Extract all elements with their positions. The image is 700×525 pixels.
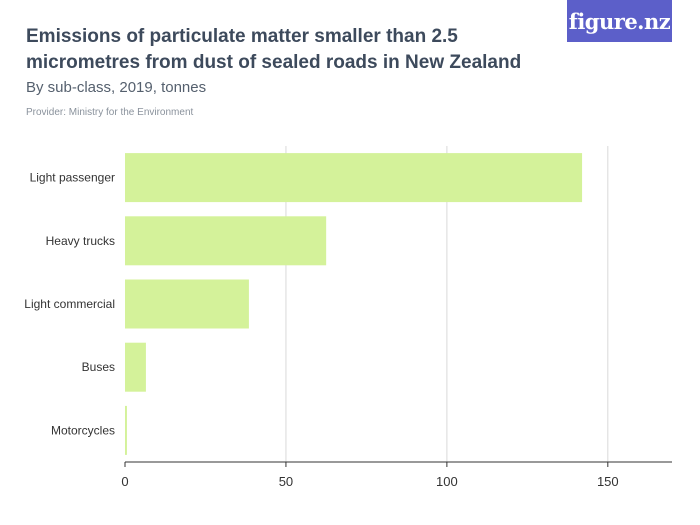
x-tick-label: 50: [279, 474, 293, 489]
bar-light-commercial: [125, 279, 249, 329]
x-tick-label: 0: [121, 474, 128, 489]
figure-nz-logo[interactable]: figure.nz: [567, 0, 672, 42]
bar-light-passenger: [125, 153, 583, 203]
category-label: Light passenger: [30, 171, 115, 185]
category-label: Light commercial: [24, 297, 115, 311]
category-label: Motorcycles: [51, 423, 115, 437]
x-tick-label: 150: [597, 474, 619, 489]
chart-title: Emissions of particulate matter smaller …: [26, 26, 522, 73]
data-provider: Provider: Ministry for the Environment: [26, 107, 194, 118]
x-tick-label: 100: [436, 474, 458, 489]
chart-subtitle: By sub-class, 2019, tonnes: [26, 79, 207, 96]
bar-motorcycles: [125, 405, 127, 455]
category-label: Buses: [82, 360, 115, 374]
bar-heavy-trucks: [125, 216, 327, 266]
bar-buses: [125, 342, 146, 392]
category-label: Heavy trucks: [46, 234, 115, 248]
